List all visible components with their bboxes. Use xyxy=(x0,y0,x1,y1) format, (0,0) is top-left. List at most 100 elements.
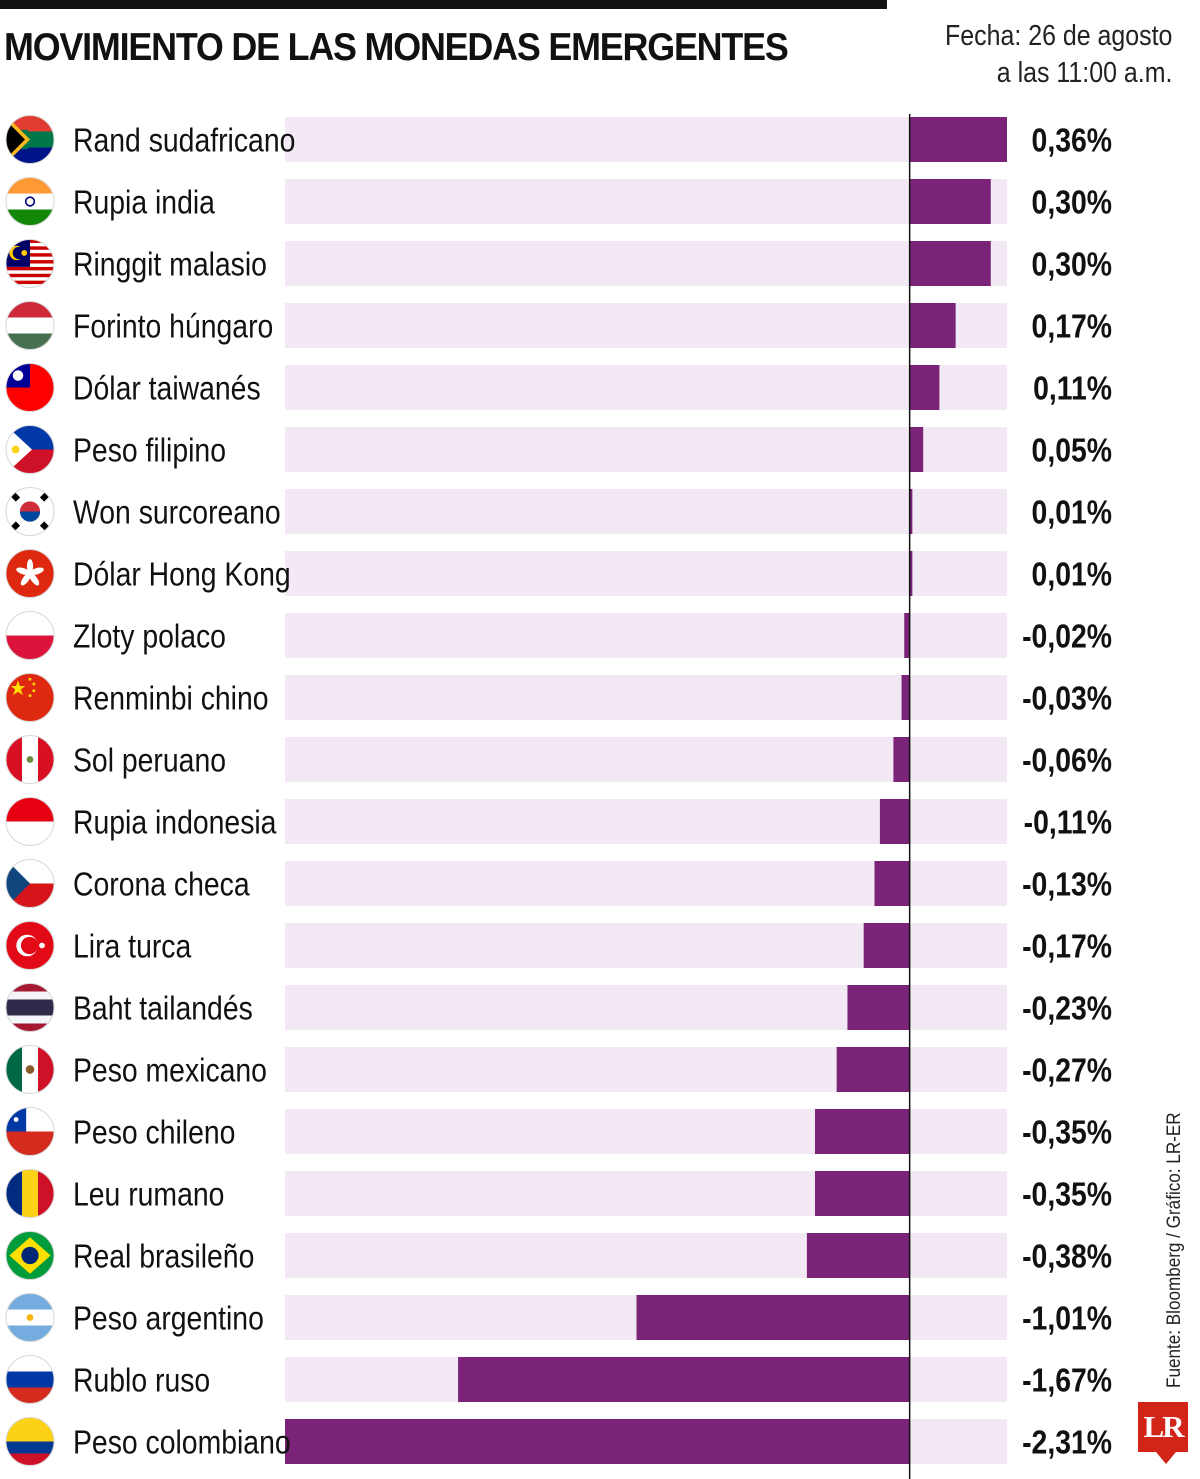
thailand-flag xyxy=(6,983,54,1032)
argentina-flag xyxy=(6,1293,54,1342)
bar xyxy=(636,1295,910,1340)
bar xyxy=(909,303,956,348)
category-label: Rupia india xyxy=(73,183,216,221)
category-label: Peso mexicano xyxy=(73,1051,267,1089)
data-label: -0,35% xyxy=(1022,1113,1112,1151)
taiwan-flag xyxy=(6,363,54,412)
date-note: Fecha: 26 de agosto a las 11:00 a.m. xyxy=(945,18,1172,92)
data-label: -0,13% xyxy=(1022,865,1112,903)
bar xyxy=(806,1233,910,1278)
flag-border xyxy=(5,425,55,474)
data-label: 0,11% xyxy=(1033,369,1112,407)
data-label: -2,31% xyxy=(1022,1423,1112,1461)
china-flag xyxy=(6,673,54,722)
flag-border xyxy=(5,549,55,598)
data-label: -0,03% xyxy=(1022,679,1112,717)
bar-track xyxy=(285,427,1007,472)
data-label: -1,01% xyxy=(1022,1299,1112,1337)
flag-border xyxy=(5,1293,55,1342)
category-label: Leu rumano xyxy=(73,1175,224,1213)
flag-border xyxy=(5,301,55,350)
bar-track xyxy=(285,613,1007,658)
south-africa-flag xyxy=(6,115,54,164)
data-label: 0,30% xyxy=(1032,245,1112,283)
india-flag xyxy=(6,177,54,226)
bar xyxy=(901,675,910,720)
flag-border xyxy=(5,859,55,908)
bar xyxy=(893,737,910,782)
bar-track xyxy=(285,675,1007,720)
category-label: Ringgit malasio xyxy=(73,245,267,283)
flag-border xyxy=(5,1107,55,1156)
data-label: 0,01% xyxy=(1032,493,1112,531)
turkey-flag xyxy=(6,921,54,970)
bar xyxy=(909,117,1007,162)
flag-border xyxy=(5,1169,55,1218)
category-label: Zloty polaco xyxy=(73,617,226,655)
flag-border xyxy=(5,177,55,226)
flag-border xyxy=(5,921,55,970)
hungary-flag xyxy=(6,301,54,350)
flag-border xyxy=(5,1355,55,1404)
flag-border xyxy=(5,239,55,288)
data-label: -0,27% xyxy=(1022,1051,1112,1089)
bar-track xyxy=(285,365,1007,410)
brazil-flag xyxy=(6,1231,54,1280)
flag-border xyxy=(5,115,55,164)
peru-flag xyxy=(6,735,54,784)
data-label: 0,30% xyxy=(1032,183,1112,221)
bar xyxy=(909,365,940,410)
category-label: Peso colombiano xyxy=(73,1423,291,1461)
flag-border xyxy=(5,487,55,536)
data-label: 0,36% xyxy=(1032,121,1112,159)
flag-border xyxy=(5,735,55,784)
category-label: Peso filipino xyxy=(73,431,226,469)
category-label: Dólar Hong Kong xyxy=(73,555,291,593)
flag-border xyxy=(5,1417,55,1466)
data-label: 0,17% xyxy=(1032,307,1112,345)
top-rule xyxy=(0,0,887,9)
bar xyxy=(863,923,910,968)
bar-track xyxy=(285,551,1007,596)
bar-track xyxy=(285,303,1007,348)
category-label: Baht tailandés xyxy=(73,989,253,1027)
data-label: -0,02% xyxy=(1022,617,1112,655)
bar-track xyxy=(285,241,1007,286)
bar xyxy=(815,1109,910,1154)
chart-title: MOVIMIENTO DE LAS MONEDAS EMERGENTES xyxy=(4,26,789,69)
data-label: 0,05% xyxy=(1032,431,1112,469)
data-label: -1,67% xyxy=(1022,1361,1112,1399)
category-label: Rupia indonesia xyxy=(73,803,277,841)
category-label: Rublo ruso xyxy=(73,1361,210,1399)
data-label: -0,06% xyxy=(1022,741,1112,779)
data-label: 0,01% xyxy=(1032,555,1112,593)
category-label: Corona checa xyxy=(73,865,250,903)
bar xyxy=(874,861,910,906)
category-label: Dólar taiwanés xyxy=(73,369,261,407)
category-label: Forinto húngaro xyxy=(73,307,273,345)
flag-border xyxy=(5,363,55,412)
flag-border xyxy=(5,983,55,1032)
bar xyxy=(909,179,991,224)
romania-flag xyxy=(6,1169,54,1218)
category-label: Lira turca xyxy=(73,927,192,965)
bar xyxy=(909,489,913,534)
lr-logo-tail xyxy=(1156,1452,1176,1464)
data-label: -0,17% xyxy=(1022,927,1112,965)
data-label: -0,38% xyxy=(1022,1237,1112,1275)
category-label: Rand sudafricano xyxy=(73,121,295,159)
bar xyxy=(909,241,991,286)
flag-border xyxy=(5,1231,55,1280)
category-label: Renminbi chino xyxy=(73,679,269,717)
flag-border xyxy=(5,797,55,846)
bar xyxy=(815,1171,910,1216)
russia-flag xyxy=(6,1355,54,1404)
category-label: Won surcoreano xyxy=(73,493,281,531)
data-label: -0,35% xyxy=(1022,1175,1112,1213)
bar xyxy=(904,613,910,658)
bar xyxy=(458,1357,910,1402)
bar xyxy=(285,1419,910,1464)
bar xyxy=(847,985,910,1030)
category-label: Sol peruano xyxy=(73,741,226,779)
data-label: -0,23% xyxy=(1022,989,1112,1027)
